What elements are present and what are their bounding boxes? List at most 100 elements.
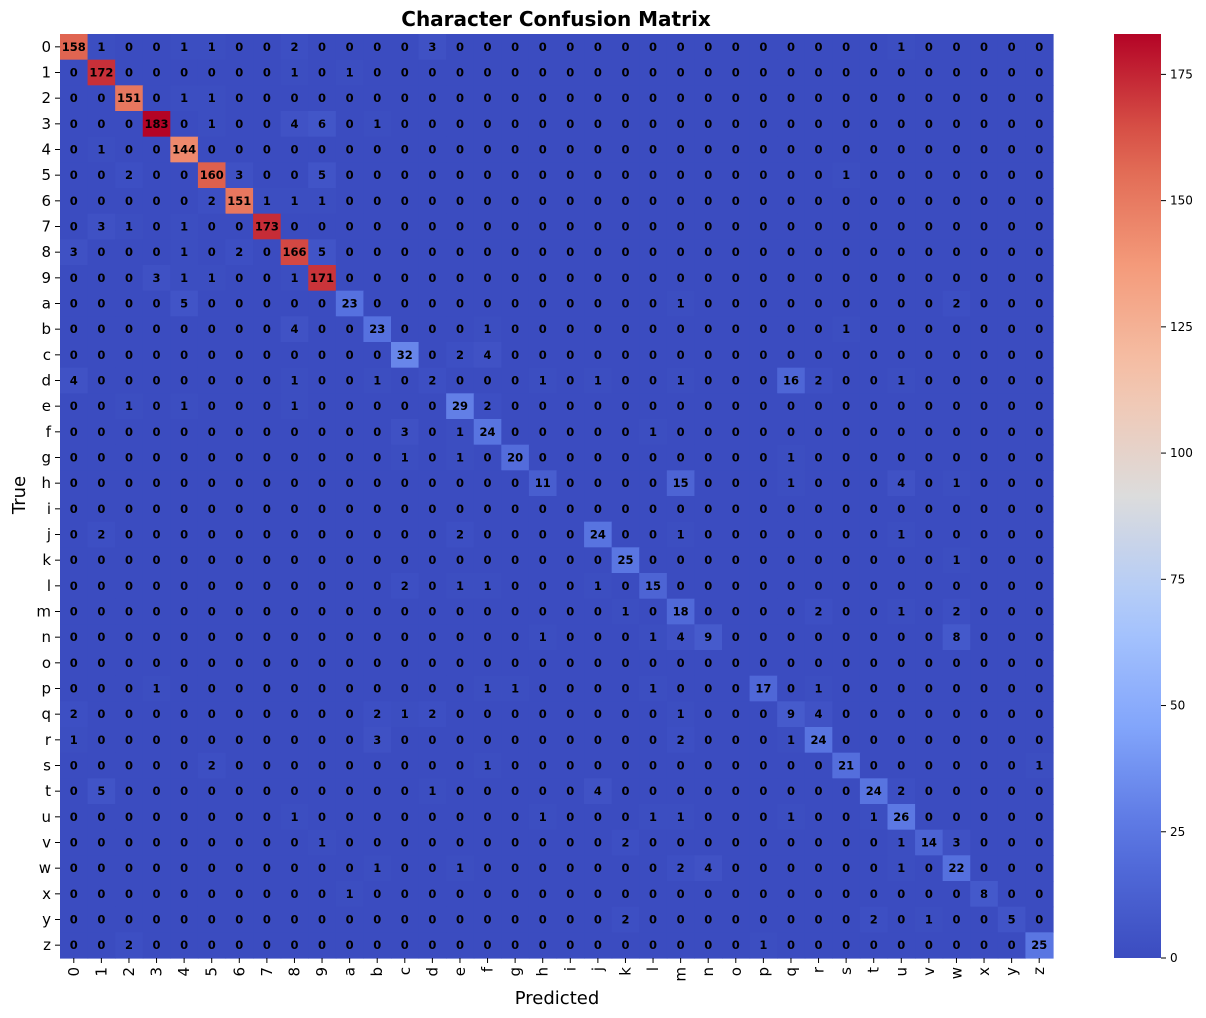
heatmap-cell	[611, 265, 640, 292]
cell-value-label: 0	[428, 168, 436, 182]
heatmap-cell	[280, 34, 309, 61]
cell-value-label: 1	[290, 66, 298, 80]
cell-value-label: 0	[318, 528, 326, 542]
cell-value-label: 0	[704, 220, 712, 234]
cell-value-label: 0	[456, 938, 464, 952]
heatmap-cell	[915, 342, 944, 369]
cell-value-label: 0	[787, 91, 795, 105]
cell-value-label: 0	[153, 399, 161, 413]
cell-value-label: 0	[484, 887, 492, 901]
cell-value-label: 0	[759, 40, 767, 54]
cell-value-label: 0	[925, 476, 933, 490]
cell-value-label: 1	[208, 91, 216, 105]
cell-value-label: 0	[153, 810, 161, 824]
heatmap-cell	[446, 111, 475, 138]
heatmap-cell	[446, 239, 475, 266]
heatmap-cell	[997, 213, 1027, 240]
cell-value-label: 0	[952, 168, 960, 182]
cell-value-label: 1	[97, 143, 105, 157]
cell-value-label: 0	[235, 502, 243, 516]
cell-value-label: 0	[125, 605, 133, 619]
cell-value-label: 0	[1035, 322, 1043, 336]
cell-value-label: 0	[621, 682, 629, 696]
cell-value-label: 0	[290, 913, 298, 927]
cell-value-label: 0	[704, 502, 712, 516]
heatmap-cell	[225, 136, 254, 163]
heatmap-cell	[225, 34, 254, 61]
heatmap-cell	[60, 85, 89, 112]
cell-value-label: 0	[621, 322, 629, 336]
cell-value-label: 0	[732, 733, 740, 747]
cell-value-label: 0	[649, 40, 657, 54]
cell-value-label: 1	[290, 194, 298, 208]
cell-value-label: 0	[97, 451, 105, 465]
cell-value-label: 0	[456, 143, 464, 157]
x-tick-label: 1	[92, 967, 110, 977]
cell-value-label: 0	[70, 605, 78, 619]
y-tick-label: 9	[41, 269, 51, 287]
cell-value-label: 0	[925, 399, 933, 413]
heatmap-cell	[887, 162, 916, 189]
heatmap-cell	[363, 239, 392, 266]
heatmap-cell	[584, 111, 613, 138]
cell-value-label: 0	[97, 836, 105, 850]
cell-value-label: 0	[897, 759, 905, 773]
cell-value-label: 0	[677, 938, 685, 952]
cell-value-label: 0	[1008, 220, 1016, 234]
cell-value-label: 0	[787, 938, 795, 952]
cell-value-label: 0	[980, 143, 988, 157]
cell-value-label: 0	[621, 656, 629, 670]
cell-value-label: 0	[318, 143, 326, 157]
cell-value-label: 0	[925, 220, 933, 234]
cell-value-label: 0	[677, 220, 685, 234]
cell-value-label: 0	[263, 938, 271, 952]
cell-value-label: 0	[180, 913, 188, 927]
y-tick-label: d	[41, 372, 51, 390]
cell-value-label: 0	[980, 913, 988, 927]
cell-value-label: 0	[235, 630, 243, 644]
heatmap-cell	[142, 34, 171, 61]
colorbar-tick-label: 75	[1170, 572, 1185, 586]
cell-value-label: 4	[594, 784, 602, 798]
heatmap-cell	[1025, 85, 1054, 112]
heatmap-cell	[666, 85, 696, 112]
cell-value-label: 0	[428, 553, 436, 567]
y-tick-label: w	[39, 859, 51, 877]
cell-value-label: 0	[456, 194, 464, 208]
cell-value-label: 0	[290, 502, 298, 516]
cell-value-label: 4	[70, 374, 78, 388]
cell-value-label: 0	[539, 322, 547, 336]
heatmap-cell	[308, 213, 337, 240]
cell-value-label: 0	[373, 502, 381, 516]
cell-value-label: 0	[428, 91, 436, 105]
cell-value-label: 0	[759, 220, 767, 234]
heatmap-cell	[87, 111, 116, 138]
heatmap-cell	[335, 265, 365, 292]
cell-value-label: 0	[870, 66, 878, 80]
heatmap-cell	[308, 34, 337, 61]
cell-value-label: 4	[290, 117, 298, 131]
heatmap-cell	[611, 59, 640, 86]
cell-value-label: 0	[704, 528, 712, 542]
cell-value-label: 0	[70, 297, 78, 311]
heatmap-cell	[694, 342, 723, 369]
cell-value-label: 0	[649, 451, 657, 465]
cell-value-label: 1	[180, 245, 188, 259]
heatmap-cell	[639, 136, 668, 163]
cell-value-label: 0	[263, 322, 271, 336]
cell-value-label: 0	[787, 168, 795, 182]
cell-value-label: 0	[870, 656, 878, 670]
cell-value-label: 0	[484, 528, 492, 542]
cell-value-label: 0	[787, 887, 795, 901]
heatmap-cell	[970, 34, 999, 61]
cell-value-label: 0	[815, 913, 823, 927]
cell-value-label: 0	[125, 836, 133, 850]
cell-value-label: 0	[842, 220, 850, 234]
cell-value-label: 0	[566, 528, 574, 542]
cell-value-label: 0	[649, 656, 657, 670]
cell-value-label: 0	[925, 143, 933, 157]
heatmap-cell	[777, 59, 806, 86]
cell-value-label: 0	[980, 451, 988, 465]
cell-value-label: 0	[373, 40, 381, 54]
cell-value-label: 0	[649, 245, 657, 259]
